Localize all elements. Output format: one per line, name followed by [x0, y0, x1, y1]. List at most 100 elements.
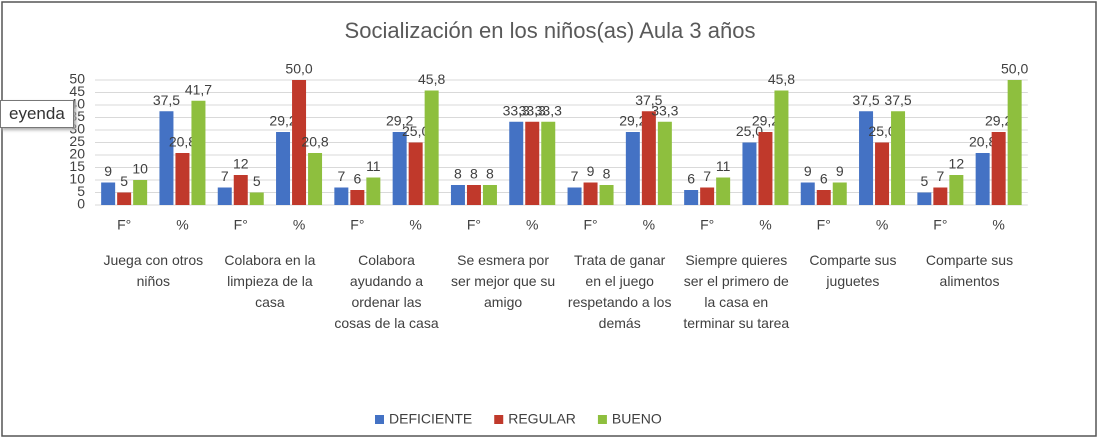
- data-label: 9: [804, 163, 812, 179]
- x-tick-label: %: [409, 217, 421, 233]
- x-tick-label: F°: [700, 217, 714, 233]
- chart-title: Socialización en los niños(as) Aula 3 añ…: [345, 18, 756, 43]
- group-label: Siempre quieres ser el primero de la cas…: [683, 252, 790, 331]
- data-label: 33,3: [651, 102, 678, 118]
- data-label: 7: [703, 168, 711, 184]
- x-tick-label: F°: [933, 217, 947, 233]
- x-tick-label: F°: [583, 217, 597, 233]
- bar: [525, 121, 540, 205]
- x-tick-label: F°: [350, 217, 364, 233]
- data-label: 12: [233, 156, 249, 172]
- data-label: 5: [253, 173, 261, 189]
- bar: [891, 111, 906, 205]
- bar: [716, 177, 731, 205]
- bar: [175, 153, 190, 205]
- bar: [424, 90, 439, 205]
- bar: [583, 182, 598, 205]
- bar: [742, 142, 757, 205]
- group-label: Trata de ganar en el juego respetando a …: [567, 252, 672, 331]
- bar: [392, 132, 407, 205]
- data-label: 29,2: [985, 113, 1012, 129]
- bar: [482, 185, 497, 205]
- legend-label: REGULAR: [508, 411, 576, 427]
- data-label: 50,0: [1001, 61, 1028, 77]
- bar: [933, 187, 948, 205]
- legend-swatch: [597, 415, 607, 424]
- data-label: 37,5: [852, 92, 879, 108]
- bar: [276, 132, 291, 205]
- bar: [859, 111, 874, 205]
- bar: [450, 185, 465, 205]
- legend-swatch: [375, 415, 384, 424]
- bar: [509, 121, 524, 205]
- data-label: 5: [920, 173, 928, 189]
- data-label: 10: [132, 161, 148, 177]
- data-label: 25,0: [868, 123, 895, 139]
- bar: [975, 153, 990, 205]
- group-label: Comparte sus juguetes: [809, 252, 897, 289]
- data-label: 7: [221, 168, 229, 184]
- bar: [816, 190, 831, 205]
- x-tick-label: F°: [234, 217, 248, 233]
- y-tick-label: 0: [77, 196, 85, 212]
- data-label: 33,3: [503, 102, 530, 118]
- x-tick-label: %: [526, 217, 538, 233]
- y-tick-label: 25: [69, 133, 85, 149]
- data-label: 41,7: [185, 81, 212, 97]
- y-tick-label: 5: [77, 183, 85, 199]
- data-label: 37,5: [884, 92, 911, 108]
- x-tick-label: %: [176, 217, 188, 233]
- y-tick-label: 45: [69, 83, 85, 99]
- bar: [599, 185, 614, 205]
- x-tick-label: %: [992, 217, 1004, 233]
- data-label: 37,5: [153, 92, 180, 108]
- data-label: 29,2: [269, 113, 296, 129]
- data-label: 33,3: [519, 102, 546, 118]
- bar: [117, 192, 132, 205]
- group-label: Juega con otros niños: [103, 252, 204, 289]
- bar: [350, 190, 365, 205]
- bar: [191, 100, 206, 205]
- bar: [875, 142, 890, 205]
- data-label: 9: [587, 163, 595, 179]
- data-label: 45,8: [768, 71, 795, 87]
- bar: [774, 90, 789, 205]
- x-tick-label: F°: [117, 217, 131, 233]
- y-tick-label: 15: [69, 158, 85, 174]
- y-tick-label: 50: [69, 71, 85, 87]
- data-label: 37,5: [635, 92, 662, 108]
- data-label: 7: [936, 168, 944, 184]
- bar: [159, 111, 174, 205]
- bar: [292, 80, 307, 205]
- legend-label: DEFICIENTE: [389, 411, 472, 427]
- data-label: 7: [571, 168, 579, 184]
- x-tick-label: %: [293, 217, 305, 233]
- bar: [217, 187, 232, 205]
- y-tick-label: 10: [69, 171, 85, 187]
- bar: [101, 182, 116, 205]
- group-label: Comparte sus alimentos: [925, 252, 1014, 289]
- y-tick-label: 20: [69, 146, 85, 162]
- data-label: 7: [337, 168, 345, 184]
- data-label: 9: [104, 163, 112, 179]
- data-label: 8: [603, 166, 611, 182]
- bar: [567, 187, 582, 205]
- bar: [366, 177, 381, 205]
- bar: [949, 175, 964, 205]
- data-label: 20,8: [969, 134, 996, 150]
- data-label: 11: [366, 158, 381, 174]
- bar: [800, 182, 815, 205]
- x-tick-label: F°: [467, 217, 481, 233]
- data-label: 20,8: [169, 134, 196, 150]
- data-label: 20,8: [301, 134, 328, 150]
- x-tick-label: %: [876, 217, 888, 233]
- bar: [233, 175, 248, 205]
- data-label: 29,2: [752, 113, 779, 129]
- data-label: 25,0: [402, 123, 429, 139]
- bar: [334, 187, 349, 205]
- bar: [917, 192, 932, 205]
- data-label: 8: [486, 166, 494, 182]
- tooltip: eyenda: [0, 100, 74, 128]
